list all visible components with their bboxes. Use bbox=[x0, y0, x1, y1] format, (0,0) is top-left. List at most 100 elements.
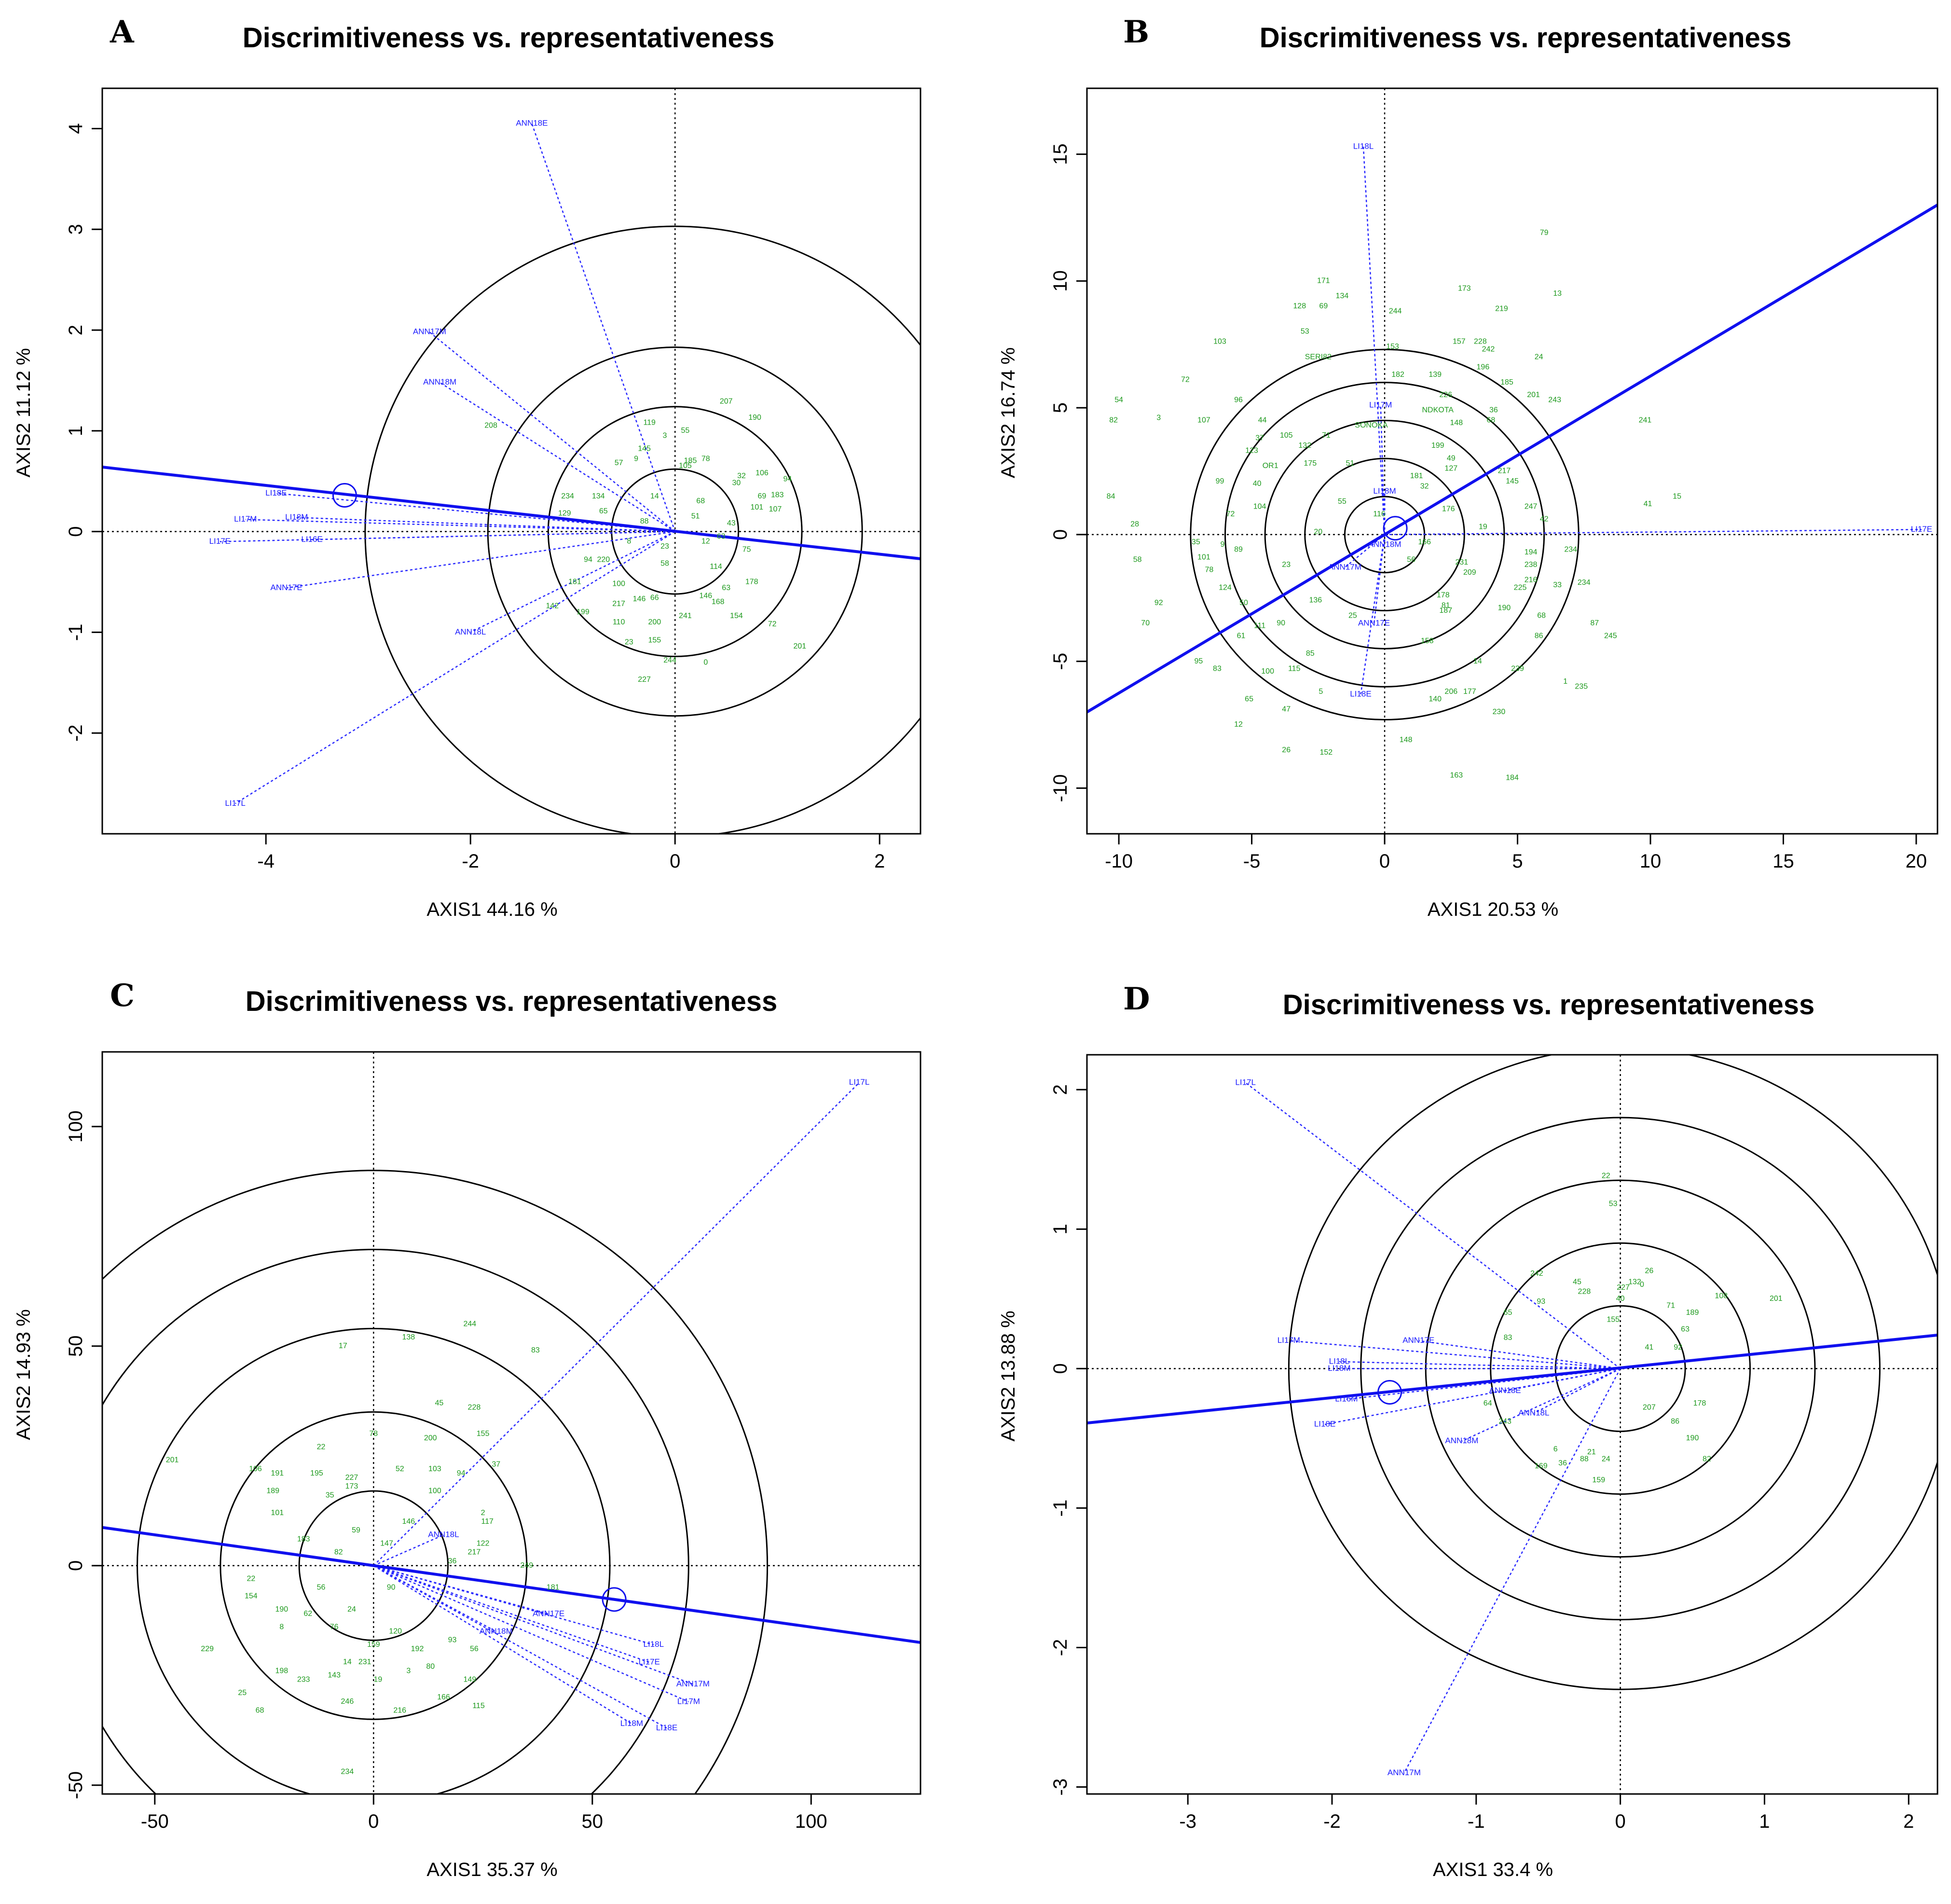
genotype-label: 115 bbox=[1288, 665, 1301, 673]
genotype-label: 155 bbox=[477, 1430, 490, 1438]
environment-vector bbox=[245, 519, 675, 532]
genotype-label: 101 bbox=[1197, 553, 1210, 561]
y-tick-label: 4 bbox=[65, 123, 86, 134]
genotype-label: 114 bbox=[710, 563, 722, 571]
genotype-label: 142 bbox=[546, 602, 559, 610]
environment-label: LI18L bbox=[1329, 1356, 1350, 1366]
environment-label: LI18E bbox=[656, 1723, 677, 1732]
y-tick-label: 0 bbox=[65, 1560, 86, 1571]
genotype-label: 217 bbox=[1498, 467, 1511, 475]
environment-vector bbox=[1418, 1340, 1621, 1369]
genotype-label: 63 bbox=[722, 584, 730, 592]
genotype-label: 229 bbox=[201, 1645, 214, 1653]
x-axis-label: AXIS1 35.37 % bbox=[426, 1859, 557, 1880]
environment-vector bbox=[1403, 1368, 1621, 1774]
genotype-label: 101 bbox=[750, 503, 763, 511]
genotype-label: 55 bbox=[1338, 497, 1346, 506]
genotype-label: 199 bbox=[1431, 442, 1444, 450]
genotype-label: 145 bbox=[638, 445, 651, 453]
average-environment-axis bbox=[102, 1526, 921, 1644]
panel-letter: D bbox=[1123, 981, 1150, 1017]
genotype-label: 32 bbox=[1420, 482, 1429, 490]
genotype-label: 82 bbox=[1109, 416, 1118, 425]
genotype-label: 217 bbox=[612, 600, 625, 608]
y-tick-label: -2 bbox=[65, 724, 86, 742]
y-tick-label: 0 bbox=[1050, 529, 1071, 540]
genotype-label: 241 bbox=[1639, 416, 1652, 425]
genotype-label: 69 bbox=[758, 492, 767, 500]
genotype-label: 190 bbox=[748, 414, 761, 422]
genotype-label: 169 bbox=[1535, 1462, 1548, 1470]
genotype-label: 249 bbox=[520, 1561, 533, 1570]
genotype-label: 171 bbox=[1317, 277, 1330, 285]
genotype-label: 226 bbox=[1439, 391, 1452, 399]
genotype-label: 228 bbox=[468, 1403, 481, 1411]
environment-vector bbox=[1461, 1368, 1621, 1442]
environment-vector bbox=[470, 531, 675, 633]
environment-label: ANN18L bbox=[455, 627, 486, 636]
y-tick-label: 15 bbox=[1050, 143, 1071, 165]
genotype-label: 124 bbox=[1219, 583, 1232, 592]
genotype-label: 230 bbox=[1493, 708, 1506, 716]
genotype-label: 132 bbox=[1628, 1278, 1641, 1286]
y-tick-label: 1 bbox=[65, 426, 86, 436]
average-environment-axis bbox=[1087, 204, 1937, 714]
genotype-label: 45 bbox=[435, 1399, 443, 1407]
panel-title: Discrimitiveness vs. representativeness bbox=[1283, 989, 1815, 1021]
genotype-label: 233 bbox=[297, 1676, 310, 1684]
environment-label: LI17L bbox=[849, 1077, 870, 1087]
genotype-label: 173 bbox=[1458, 284, 1471, 292]
genotype-label: 59 bbox=[352, 1526, 360, 1534]
environment-label: LI16M bbox=[1335, 1394, 1358, 1403]
genotype-label: 23 bbox=[1282, 561, 1291, 569]
panel-letter: C bbox=[110, 978, 135, 1014]
genotype-label: 190 bbox=[275, 1605, 288, 1614]
genotype-label: 94 bbox=[457, 1469, 466, 1477]
genotype-label: 78 bbox=[701, 455, 710, 463]
environment-label: ANN17E bbox=[1358, 618, 1390, 627]
y-tick-label: 2 bbox=[1050, 1084, 1071, 1095]
genotype-label: 231 bbox=[1455, 558, 1468, 566]
genotype-label: 64 bbox=[1484, 1399, 1492, 1407]
environment-label: LI18M bbox=[620, 1719, 643, 1728]
genotype-label: 36 bbox=[1489, 406, 1498, 414]
genotype-label: 24 bbox=[1602, 1455, 1610, 1463]
y-tick-label: 100 bbox=[65, 1110, 86, 1143]
environment-vector bbox=[1339, 1361, 1621, 1369]
genotype-label: 185 bbox=[1500, 378, 1513, 386]
genotype-label: 175 bbox=[1304, 459, 1317, 468]
genotype-label: 155 bbox=[1607, 1315, 1620, 1324]
x-tick-label: 20 bbox=[1906, 851, 1927, 872]
environment-label: ANN18E bbox=[516, 119, 548, 128]
average-environment-marker bbox=[332, 483, 357, 508]
genotype-label: 182 bbox=[1391, 371, 1404, 379]
genotype-label: 107 bbox=[769, 505, 782, 513]
genotype-label: 24 bbox=[1535, 353, 1543, 361]
genotype-label: 146 bbox=[402, 1518, 415, 1526]
environment-label: LI16E bbox=[301, 535, 322, 544]
average-environment-marker bbox=[602, 1587, 627, 1612]
genotype-label: 158 bbox=[1421, 637, 1434, 645]
genotype-label: 37 bbox=[492, 1461, 500, 1469]
genotype-label: 239 bbox=[1511, 665, 1524, 673]
genotype-label: 225 bbox=[1514, 583, 1527, 592]
genotype-label: 2 bbox=[481, 1509, 485, 1517]
environment-label: LI17L bbox=[1235, 1077, 1256, 1087]
y-tick-label: -5 bbox=[1050, 653, 1071, 670]
genotype-label: 72 bbox=[1226, 510, 1235, 518]
genotype-label: 93 bbox=[448, 1636, 457, 1644]
genotype-label: 82 bbox=[334, 1548, 343, 1557]
x-tick-label: -10 bbox=[1105, 851, 1133, 872]
genotype-label: 216 bbox=[393, 1706, 406, 1714]
genotype-label: 70 bbox=[1141, 619, 1150, 627]
genotype-label: 26 bbox=[1645, 1267, 1653, 1275]
environment-label: LI18M bbox=[1328, 1364, 1350, 1373]
genotype-label: 68 bbox=[1487, 416, 1496, 425]
genotype-label: 100 bbox=[428, 1487, 441, 1495]
genotype-label: 37 bbox=[1255, 434, 1264, 442]
environment-label: LI17E bbox=[638, 1657, 659, 1666]
y-tick-label: 0 bbox=[65, 526, 86, 537]
y-tick-label: 0 bbox=[1050, 1363, 1071, 1374]
genotype-label: 176 bbox=[1442, 505, 1455, 513]
environment-label: ANN18L bbox=[428, 1530, 459, 1539]
